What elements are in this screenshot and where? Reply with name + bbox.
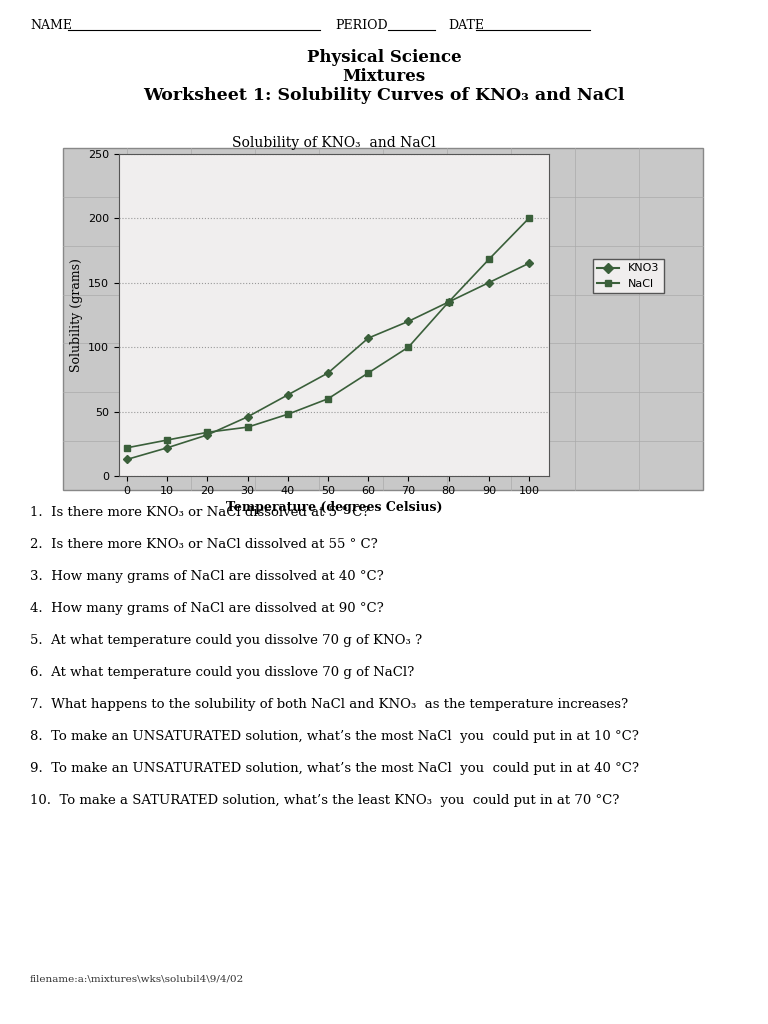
- Text: 8.  To make an UNSATURATED solution, what’s the most NaCl  you  could put in at : 8. To make an UNSATURATED solution, what…: [30, 730, 639, 743]
- NaCl: [203, 426, 212, 438]
- NaCl: [163, 434, 172, 446]
- Text: DATE: DATE: [448, 19, 484, 32]
- Text: filename:a:\mixtures\wks\solubil4\9/4/02: filename:a:\mixtures\wks\solubil4\9/4/02: [30, 975, 244, 984]
- Line: NaCl: NaCl: [124, 215, 532, 451]
- NaCl: [122, 441, 131, 454]
- Legend: KNO3, NaCl: KNO3, NaCl: [593, 259, 664, 294]
- KNO3: [163, 441, 172, 454]
- Text: 6.  At what temperature could you disslove 70 g of NaCl?: 6. At what temperature could you disslov…: [30, 666, 414, 679]
- Text: Mixtures: Mixtures: [343, 68, 425, 85]
- KNO3: [444, 296, 453, 308]
- NaCl: [283, 409, 293, 421]
- Text: PERIOD: PERIOD: [335, 19, 388, 32]
- Text: 3.  How many grams of NaCl are dissolved at 40 °C?: 3. How many grams of NaCl are dissolved …: [30, 570, 384, 583]
- Text: 10.  To make a SATURATED solution, what’s the least KNO₃  you  could put in at 7: 10. To make a SATURATED solution, what’s…: [30, 794, 619, 807]
- KNO3: [525, 257, 534, 269]
- Line: KNO3: KNO3: [124, 260, 532, 463]
- KNO3: [203, 429, 212, 441]
- NaCl: [363, 367, 372, 379]
- NaCl: [404, 341, 413, 353]
- Text: Worksheet 1: Solubility Curves of KNO₃ and NaCl: Worksheet 1: Solubility Curves of KNO₃ a…: [144, 87, 624, 104]
- NaCl: [525, 212, 534, 224]
- KNO3: [122, 454, 131, 466]
- KNO3: [363, 332, 372, 344]
- NaCl: [484, 253, 493, 265]
- KNO3: [484, 276, 493, 289]
- KNO3: [283, 389, 293, 401]
- NaCl: [243, 421, 252, 433]
- KNO3: [323, 367, 333, 379]
- KNO3: [404, 315, 413, 328]
- Bar: [63, 148, 703, 490]
- Title: Solubility of KNO₃  and NaCl: Solubility of KNO₃ and NaCl: [232, 135, 436, 150]
- Text: 2.  Is there more KNO₃ or NaCl dissolved at 55 ° C?: 2. Is there more KNO₃ or NaCl dissolved …: [30, 538, 378, 551]
- X-axis label: Temperature (degrees Celsius): Temperature (degrees Celsius): [226, 502, 442, 514]
- NaCl: [444, 296, 453, 308]
- Text: 7.  What happens to the solubility of both NaCl and KNO₃  as the temperature inc: 7. What happens to the solubility of bot…: [30, 698, 628, 711]
- KNO3: [243, 411, 252, 423]
- Y-axis label: Solubility (grams): Solubility (grams): [70, 258, 83, 372]
- Text: Physical Science: Physical Science: [306, 49, 462, 66]
- Text: NAME: NAME: [30, 19, 72, 32]
- NaCl: [323, 392, 333, 404]
- Text: 9.  To make an UNSATURATED solution, what’s the most NaCl  you  could put in at : 9. To make an UNSATURATED solution, what…: [30, 762, 639, 775]
- Text: 1.  Is there more KNO₃ or NaCl dissolved at 5 ° C?: 1. Is there more KNO₃ or NaCl dissolved …: [30, 506, 369, 519]
- Text: 5.  At what temperature could you dissolve 70 g of KNO₃ ?: 5. At what temperature could you dissolv…: [30, 634, 422, 647]
- Text: 4.  How many grams of NaCl are dissolved at 90 °C?: 4. How many grams of NaCl are dissolved …: [30, 602, 384, 615]
